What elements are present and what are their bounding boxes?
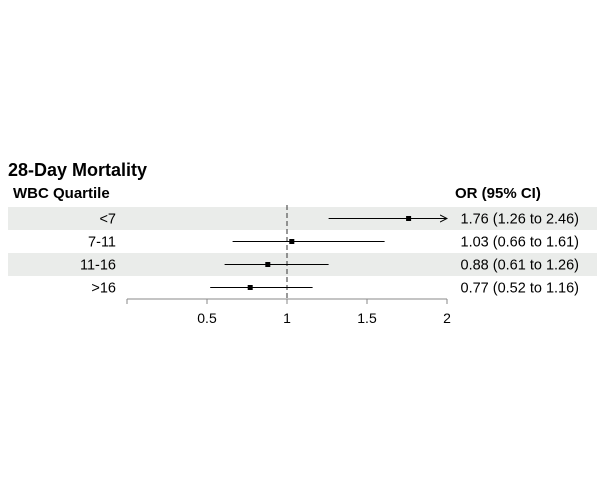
row-label: 7-11 xyxy=(88,235,116,251)
or-ci-text: 1.03 (0.66 to 1.61) xyxy=(461,235,580,251)
point-estimate-marker xyxy=(247,285,253,290)
row-label: >16 xyxy=(91,281,116,297)
or-ci-text: 0.88 (0.61 to 1.26) xyxy=(461,258,580,274)
chart-title: 28-Day Mortality xyxy=(8,160,148,180)
point-estimate-marker xyxy=(265,262,271,267)
x-tick-label: 1 xyxy=(283,310,291,326)
x-tick-label: 1.5 xyxy=(357,310,377,326)
or-ci-text: 0.77 (0.52 to 1.16) xyxy=(461,281,580,297)
point-estimate-marker xyxy=(406,216,412,221)
row-label: 11-16 xyxy=(80,258,116,274)
row-shade-band xyxy=(8,207,597,230)
point-estimate-marker xyxy=(289,239,295,244)
x-tick-label: 2 xyxy=(443,310,451,326)
row-label: <7 xyxy=(99,212,116,228)
x-tick-label: 0.5 xyxy=(197,310,217,326)
or-ci-text: 1.76 (1.26 to 2.46) xyxy=(461,212,580,228)
right-column-header: OR (95% CI) xyxy=(455,185,541,202)
left-column-header: WBC Quartile xyxy=(13,185,110,202)
